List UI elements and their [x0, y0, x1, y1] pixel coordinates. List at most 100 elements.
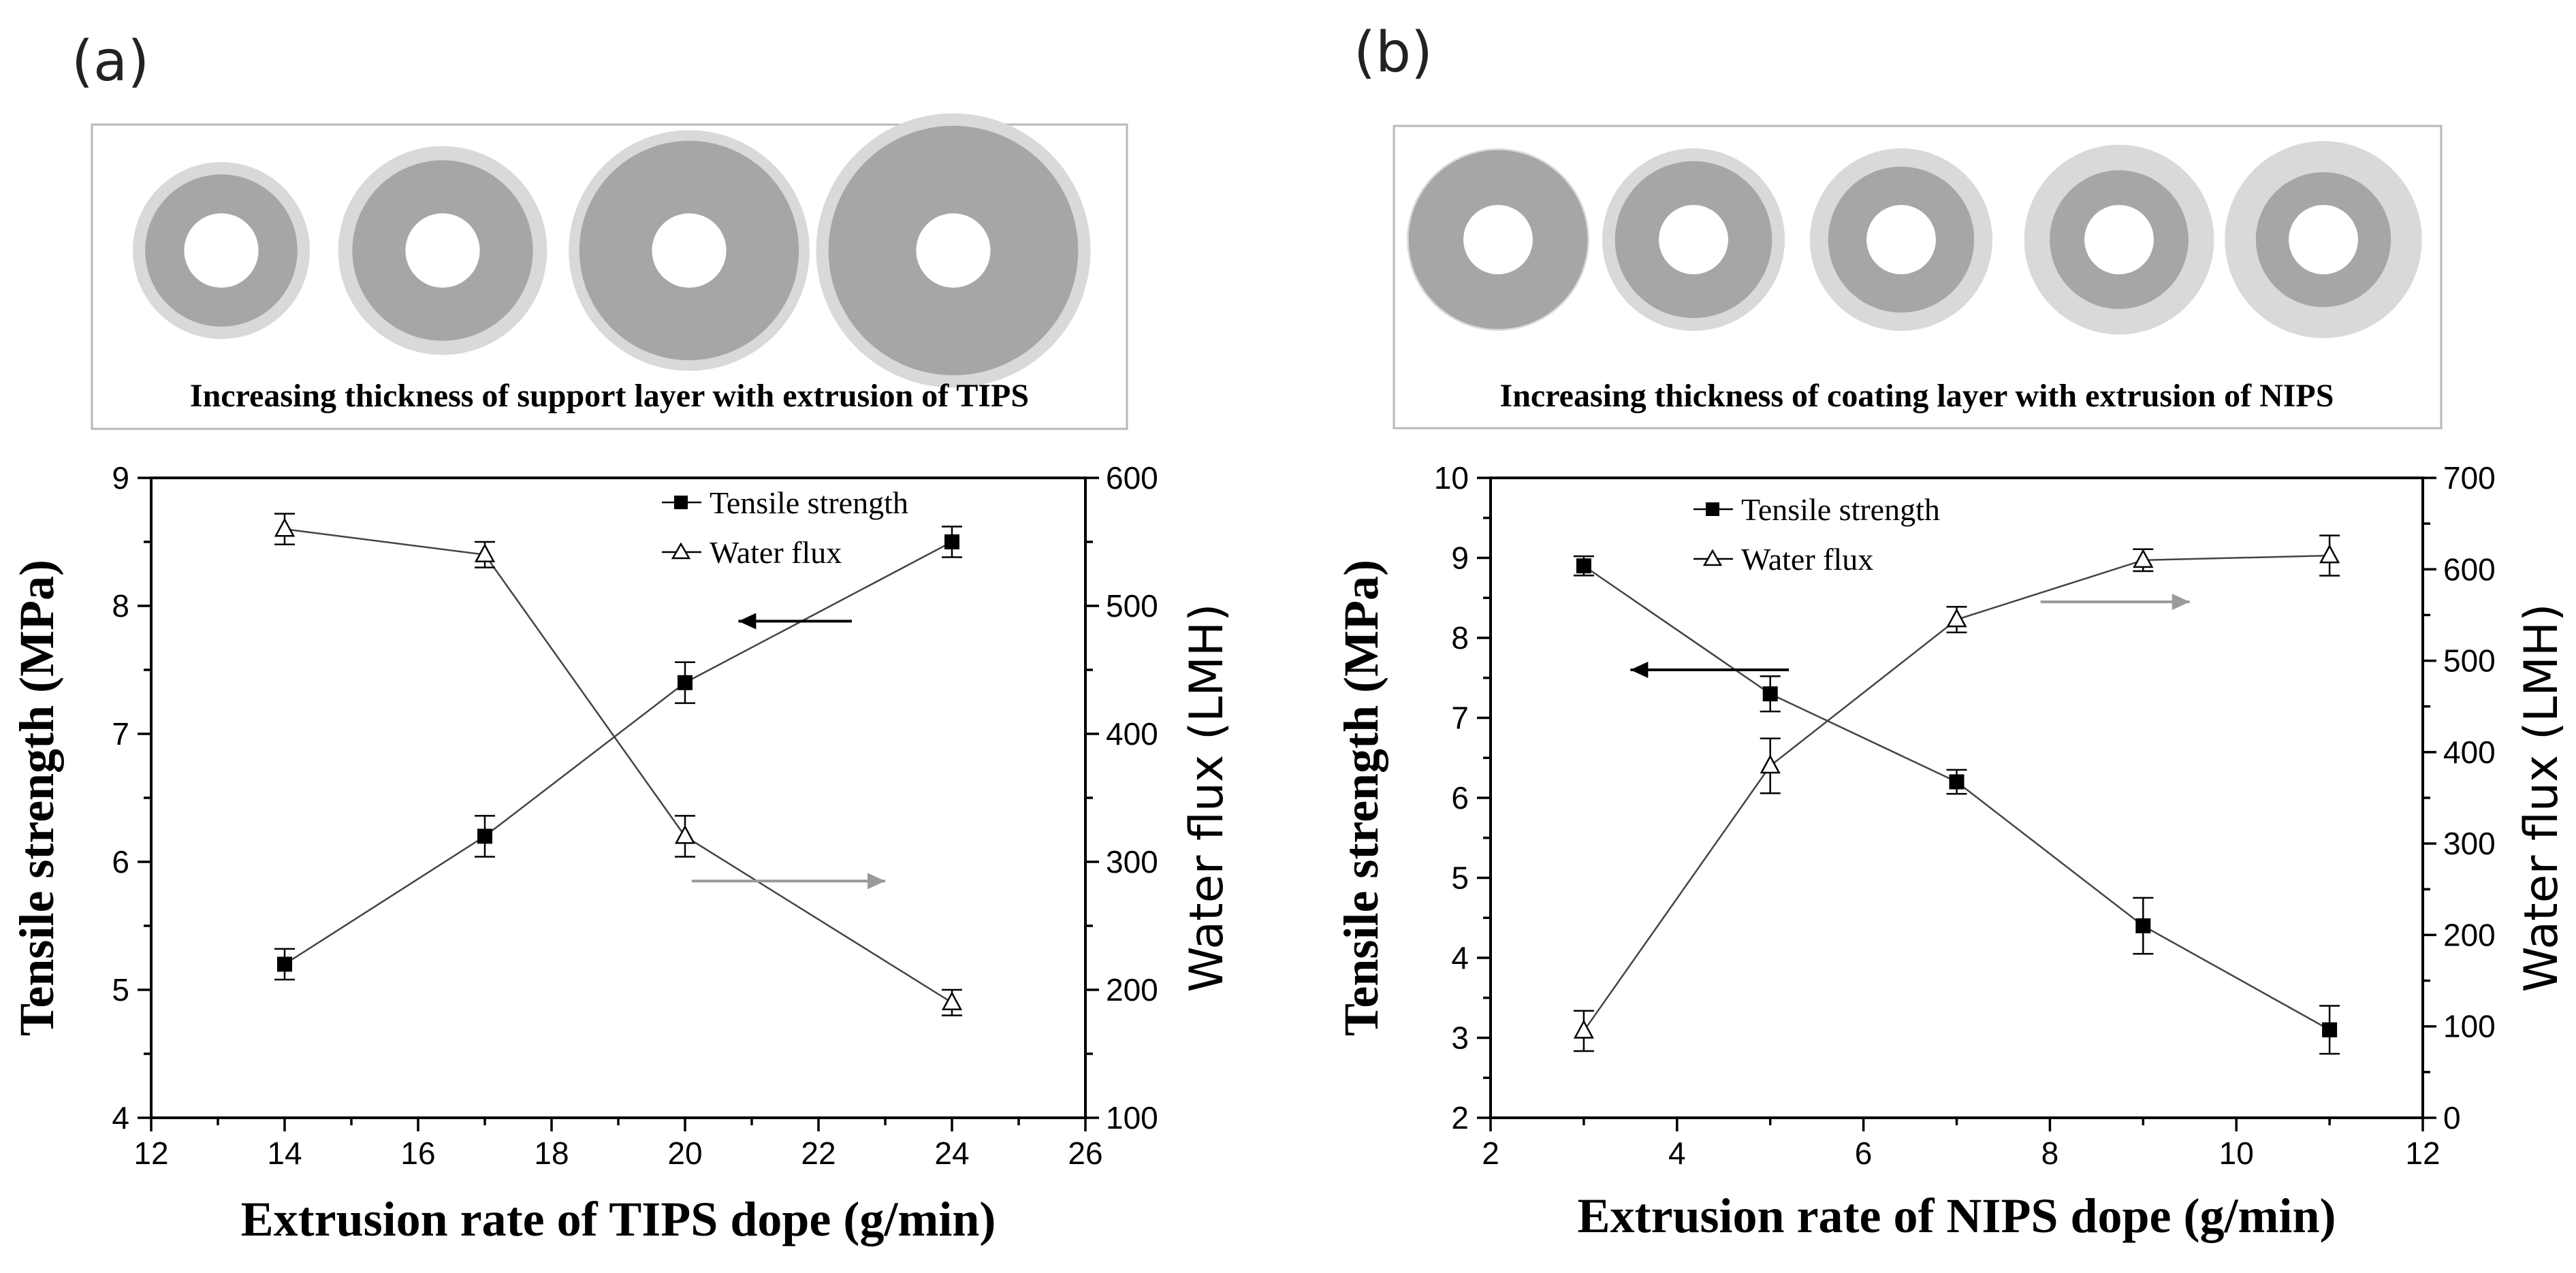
fiber-ring [2225, 141, 2422, 338]
x-axis-title: Extrusion rate of NIPS dope (g/min) [1578, 1189, 2336, 1243]
y-tick-label: 4 [112, 1100, 129, 1135]
x-tick-label: 14 [267, 1135, 302, 1171]
y-axis-title: Tensile strength (MPa) [10, 560, 64, 1036]
data-point-triangle [474, 543, 496, 563]
y2-tick-label: 300 [1106, 844, 1158, 880]
legend: Tensile strength Water flux [662, 485, 908, 570]
y-tick-label: 6 [112, 844, 129, 880]
data-point-triangle [1946, 608, 1967, 628]
legend-label: Water flux [1741, 542, 1873, 577]
y-tick-label: 6 [1451, 780, 1469, 816]
y-tick-label: 8 [112, 588, 129, 624]
axis-direction-arrow [1630, 662, 1790, 678]
series-line [284, 528, 953, 1003]
banner: Increasing thickness of support layer wi… [91, 113, 1128, 430]
data-point-square [2322, 1022, 2338, 1037]
x-tick-label: 22 [801, 1135, 836, 1171]
x-tick-label: 18 [534, 1135, 569, 1171]
y-tick-label: 10 [1434, 460, 1469, 496]
y-tick-label: 5 [1451, 860, 1469, 896]
x-tick-label: 20 [667, 1135, 702, 1171]
y2-tick-label: 200 [2443, 917, 2496, 952]
chart-a: 12 14 16 18 20 22 24 26 4 5 6 7 8 9 100 200 300 400 500 600… [10, 460, 1234, 1246]
fiber-ring [2024, 144, 2214, 335]
x-tick-label: 12 [2405, 1135, 2440, 1171]
y-tick-label: 7 [112, 716, 129, 752]
y2-tick-label: 500 [2443, 643, 2496, 679]
data-point-triangle [674, 824, 696, 844]
y-tick-label: 9 [1451, 541, 1469, 576]
arrow-head [1630, 662, 1649, 678]
ring-lumen [916, 213, 991, 288]
x-tick-label: 10 [2219, 1135, 2254, 1171]
legend-label: Water flux [710, 535, 842, 570]
y2-tick-label: 100 [1106, 1100, 1158, 1135]
x-tick-label: 6 [1855, 1135, 1873, 1171]
fiber-ring [1407, 148, 1589, 331]
banner-caption: Increasing thickness of coating layer wi… [1500, 378, 2334, 414]
x-tick-label: 8 [2041, 1135, 2059, 1171]
data-point-square [2135, 918, 2151, 933]
y2-axis-title: Water flux (LMH) [1180, 603, 1234, 992]
chart-b: 2 4 6 8 10 1223456789100100200300400500600700… [1334, 460, 2569, 1243]
data-point-square [277, 956, 292, 972]
series-line [1583, 565, 2330, 1031]
series-line [284, 541, 953, 965]
y2-tick-label: 700 [2443, 460, 2496, 496]
axis-direction-arrow [738, 613, 852, 630]
ring-lumen [1866, 205, 1936, 274]
y2-tick-label: 0 [2443, 1100, 2461, 1135]
fiber-ring [338, 146, 547, 355]
data-point-square [477, 828, 492, 844]
y2-tick-label: 600 [1106, 460, 1158, 496]
legend-marker-square [1706, 502, 1719, 516]
y-tick-label: 2 [1451, 1100, 1469, 1135]
x-axis-title: Extrusion rate of TIPS dope (g/min) [241, 1192, 996, 1246]
ring-lumen [405, 213, 480, 288]
ring-lumen [652, 213, 727, 288]
y2-tick-label: 400 [2443, 735, 2496, 770]
y2-tick-label: 200 [1106, 972, 1158, 1008]
data-point-square [944, 534, 959, 549]
panel-letter: (b) [1354, 20, 1433, 85]
fiber-ring [816, 113, 1091, 388]
y2-tick-label: 600 [2443, 551, 2496, 587]
legend-label: Tensile strength [1741, 492, 1940, 527]
x-tick-label: 26 [1068, 1135, 1102, 1171]
axis-direction-arrow [691, 873, 885, 890]
y2-axis-title: Water flux (LMH) [2515, 603, 2569, 992]
ring-lumen [1659, 205, 1728, 274]
y-axis-title: Tensile strength (MPa) [1334, 560, 1388, 1036]
y-tick-label: 8 [1451, 620, 1469, 656]
ring-lumen [1463, 205, 1533, 274]
panel-a: (a) Increasing thickness of support laye… [10, 29, 1234, 1246]
panel-letter: (a) [71, 29, 149, 94]
y-tick-label: 5 [112, 972, 129, 1008]
legend-label: Tensile strength [710, 485, 908, 520]
x-tick-label: 2 [1482, 1135, 1499, 1171]
ring-lumen [184, 213, 259, 288]
fiber-ring [133, 162, 310, 339]
ring-row [133, 113, 1091, 388]
y-tick-label: 7 [1451, 700, 1469, 736]
banner: Increasing thickness of coating layer wi… [1393, 125, 2443, 430]
plot-frame [1489, 477, 2424, 1119]
fiber-ring [1602, 148, 1785, 331]
y-tick-label: 9 [112, 460, 129, 496]
y-tick-label: 3 [1451, 1020, 1469, 1056]
data-point-square [1762, 686, 1778, 702]
data-point-triangle [1573, 1019, 1594, 1039]
y-tick-label: 4 [1451, 940, 1469, 976]
data-point-triangle [2319, 544, 2340, 564]
plot-frame [150, 477, 1087, 1119]
ring-lumen [2289, 205, 2358, 274]
banner-caption: Increasing thickness of support layer wi… [190, 378, 1029, 414]
data-point-square [1576, 558, 1591, 574]
legend-marker-triangle [671, 542, 691, 560]
x-tick-label: 4 [1668, 1135, 1686, 1171]
data-point-triangle [274, 517, 296, 537]
x-tick-label: 12 [133, 1135, 168, 1171]
axis-direction-arrow [2040, 594, 2190, 611]
y2-tick-label: 300 [2443, 826, 2496, 861]
data-point-triangle [2133, 549, 2154, 568]
